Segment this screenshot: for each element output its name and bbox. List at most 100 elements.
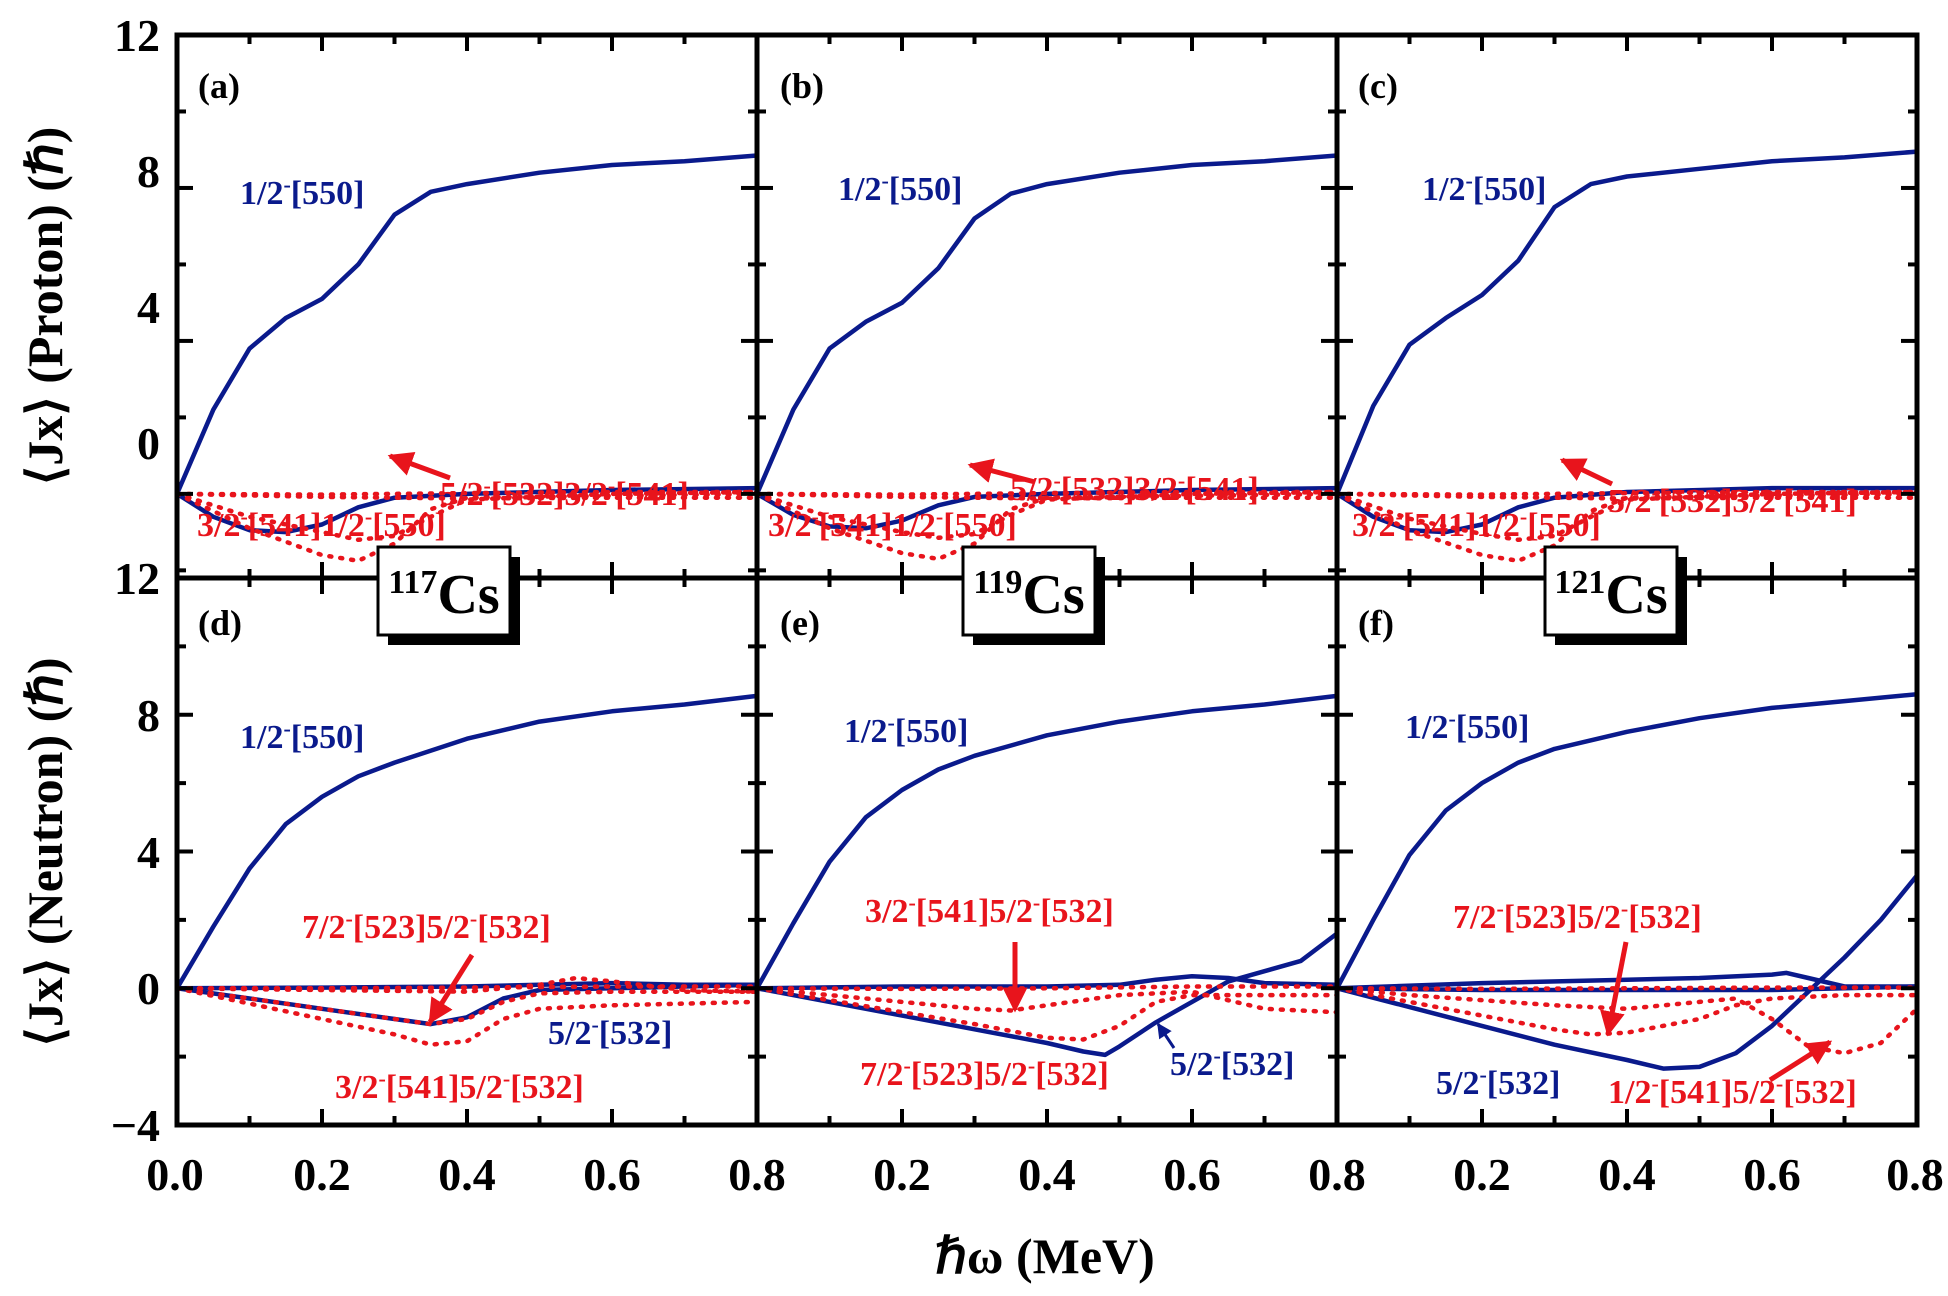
x-tick-label: 0.4 [1598,1149,1656,1200]
label-c-blue: 1/2-[550] [1422,168,1546,208]
label-f-red1: 7/2-[523]5/2-[532] [1453,896,1702,936]
isotope-box-117: 117Cs [376,545,520,645]
series-line-e-0 [754,693,1340,991]
arrow-a [387,452,451,481]
series-line-b-3 [754,489,1340,541]
y-tick-labels-top: 12 8 4 0 [114,10,160,469]
series-line-c-1 [1334,485,1920,535]
series-line-d-4 [174,986,760,1027]
label-f-blue1: 1/2-[550] [1405,706,1529,746]
series-line-f-5 [1334,986,1920,1056]
panel-tag-a: (a) [198,66,240,106]
panel-tag-d: (d) [198,603,242,643]
x-tick-label: 0.8 [1308,1149,1366,1200]
y-tick-label: 4 [137,282,160,333]
x-tick-label: 0.4 [438,1149,496,1200]
label-b-red1: 5/2-[532]3/2-[541] [1010,468,1259,508]
series-line-a-5 [174,489,760,497]
x-tick-label: 0.2 [293,1149,351,1200]
arrow-b [967,458,1036,485]
x-tick-label: 0.4 [1018,1149,1076,1200]
series-line-f-1 [1334,873,1920,1071]
series-line-c-4 [1334,491,1920,501]
panel-tag-e: (e) [780,603,820,643]
label-e-blue2: 5/2-[532] [1170,1043,1294,1083]
tick-marks [175,33,1919,1127]
x-tick-label: 0.6 [1743,1149,1801,1200]
series-line-b-4 [754,491,1340,501]
isotope-label: 119Cs [973,564,1084,626]
y-tick-label: 0 [137,963,160,1014]
panel-tag-f: (f) [1358,603,1394,643]
label-b-red2: 3/2-[541]1/2-[550] [768,504,1017,544]
series-line-f-4 [1334,986,1920,1037]
x-tick-label: 0.2 [1453,1149,1511,1200]
series-line-f-6 [1334,985,1920,992]
label-f-blue2: 5/2-[532] [1436,1062,1560,1102]
series-line-e-2 [754,974,1340,991]
y-tick-label: 8 [137,146,160,197]
x-tick-label: 0.0 [146,1149,204,1200]
label-b-blue: 1/2-[550] [838,168,962,208]
curves-layer [174,149,1920,1071]
series-line-c-3 [1334,489,1920,543]
series-line-e-1 [754,931,1340,1058]
arrow-f [1600,941,1629,1037]
series-line-e-3 [754,986,1340,1042]
series-line-a-4 [174,491,760,501]
y-tick-label: −4 [111,1100,160,1151]
series-line-d-0 [174,693,760,991]
series-line-a-0 [174,153,760,497]
label-d-blue1: 1/2-[550] [240,716,364,756]
y-tick-labels-bottom: 12 8 4 0 −4 [111,553,160,1151]
series-line-e-4 [754,986,1340,1015]
label-d-red2: 3/2-[541]5/2-[532] [335,1066,584,1106]
series-line-d-6 [174,984,760,991]
arrow-d [427,953,475,1025]
label-a-red1: 5/2-[532]3/2-[541] [440,473,689,513]
y-tick-label: 4 [137,827,160,878]
isotope-box-119: 119Cs [961,545,1105,645]
series-line-b-0 [754,153,1340,497]
label-e-blue1: 1/2-[550] [844,710,968,750]
series-line-e-5 [754,984,1340,992]
series-line-c-0 [1334,149,1920,497]
label-e-red2: 7/2-[523]5/2-[532] [860,1053,1109,1093]
panel-tag-b: (b) [780,66,824,106]
y-tick-label: 12 [114,553,160,604]
y-axis-label-neutron: ⟨Jx⟩ (Neutron) (ℏ) [17,657,73,1046]
label-a-red2: 3/2-[541]1/2-[550] [197,504,446,544]
label-d-blue2: 5/2-[532] [548,1012,672,1052]
y-tick-label: 8 [137,690,160,741]
y-axis-label-proton: ⟨Jx⟩ (Proton) (ℏ) [17,127,73,486]
x-tick-label: 0.8 [728,1149,786,1200]
annotation-arrows [387,452,1833,1083]
series-line-b-5 [754,489,1340,497]
isotope-label: 121Cs [1554,564,1667,626]
curve-labels: 1/2-[550] 5/2-[532]3/2-[541] 3/2-[541]1/… [197,168,1857,1111]
label-c-red1: 5/2-[532]3/2-[541] [1608,480,1857,520]
label-e-red1: 3/2-[541]5/2-[532] [865,890,1114,930]
isotope-label: 117Cs [388,564,499,626]
label-d-red1: 7/2-[523]5/2-[532] [302,906,551,946]
series-line-f-2 [1334,970,1920,991]
arrow-c [1559,457,1614,487]
label-f-red2: 1/2-[541]5/2-[532] [1608,1071,1857,1111]
series-line-c-5 [1334,489,1920,497]
panel-tag-c: (c) [1358,66,1398,106]
arrow-f-2 [1768,1039,1833,1083]
y-tick-label: 0 [137,418,160,469]
isotope-box-121: 121Cs [1543,545,1687,645]
series-line-a-3 [174,489,760,543]
series-line-f-0 [1334,691,1920,991]
label-a-blue: 1/2-[550] [240,172,364,212]
arrow-e-blue [1156,1022,1176,1049]
x-tick-label: 0.8 [1886,1149,1944,1200]
x-tick-label: 0.6 [1163,1149,1221,1200]
x-tick-label: 0.6 [583,1149,641,1200]
x-tick-label: 0.2 [873,1149,931,1200]
series-line-d-3 [174,986,760,1047]
x-tick-labels: 0.0 0.2 0.4 0.6 0.8 0.2 0.4 0.6 0.8 0.2 … [146,1149,1944,1200]
label-c-red2: 3/2-[541]1/2-[550] [1352,504,1601,544]
